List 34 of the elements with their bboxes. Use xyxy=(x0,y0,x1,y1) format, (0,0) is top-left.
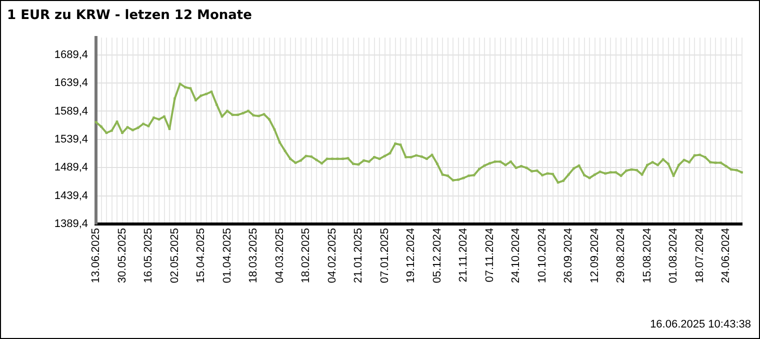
x-tick-label: 18.03.2025 xyxy=(248,228,260,284)
x-tick-label: 30.05.2025 xyxy=(116,228,128,284)
x-tick-label: 18.02.2025 xyxy=(300,228,312,284)
x-tick-label: 29.08.2024 xyxy=(615,228,628,284)
x-tick-label: 19.12.2024 xyxy=(405,228,418,284)
x-tick-label: 24.10.2024 xyxy=(510,228,522,284)
x-tick-label: 24.06.2024 xyxy=(720,228,732,284)
y-tick-label: 1439,4 xyxy=(54,190,88,202)
x-tick-label: 07.01.2025 xyxy=(378,228,391,284)
y-tick-label: 1689,4 xyxy=(54,48,88,61)
x-tick-label: 13.06.2025 xyxy=(90,228,102,284)
y-tick-label: 1639,4 xyxy=(54,77,88,90)
x-tick-label: 04.03.2025 xyxy=(274,228,286,284)
x-tick-label: 16.05.2025 xyxy=(142,228,155,284)
x-tick-label: 10.10.2024 xyxy=(536,228,548,284)
chart-title: 1 EUR zu KRW - letzen 12 Monate xyxy=(7,8,252,24)
x-tick-label: 15.08.2024 xyxy=(641,228,654,284)
x-tick-label: 05.12.2024 xyxy=(431,228,444,284)
x-tick-label: 18.07.2024 xyxy=(694,228,706,284)
x-tick-label: 02.05.2025 xyxy=(168,228,181,284)
y-tick-label: 1389,4 xyxy=(54,218,88,230)
x-tick-label: 21.01.2025 xyxy=(352,228,365,284)
y-tick-label: 1539,4 xyxy=(54,133,88,146)
x-tick-label: 07.11.2024 xyxy=(484,228,496,282)
y-tick-label: 1589,4 xyxy=(54,105,88,118)
x-tick-label: 15.04.2025 xyxy=(195,228,208,284)
text: 16.06.2025 10:43:38 xyxy=(650,318,751,331)
x-tick-label: 04.02.2025 xyxy=(326,228,338,284)
x-tick-label: 12.09.2024 xyxy=(588,228,601,284)
x-tick-label: 01.04.2025 xyxy=(221,228,234,284)
y-tick-label: 1489,4 xyxy=(54,162,88,174)
x-tick-label: 21.11.2024 xyxy=(458,228,470,282)
x-tick-label: 01.08.2024 xyxy=(668,228,680,284)
x-tick-label: 26.09.2024 xyxy=(562,228,575,284)
